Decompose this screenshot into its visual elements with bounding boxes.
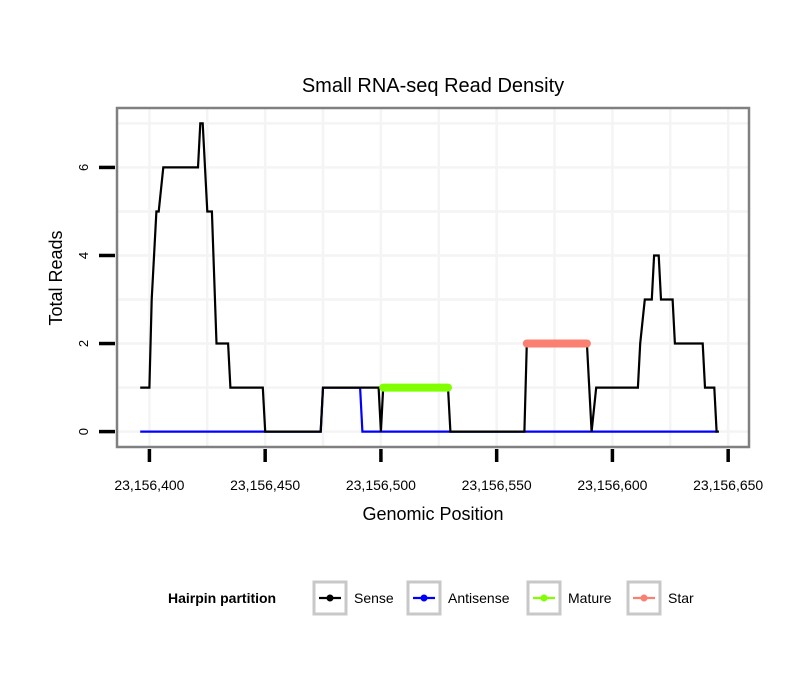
legend-key-point — [640, 594, 648, 602]
legend-item-sense: Sense — [312, 580, 394, 616]
legend-key-point — [326, 594, 334, 602]
y-tick-label: 6 — [76, 164, 91, 171]
legend-label: Sense — [354, 590, 394, 606]
x-tick-label: 23,156,650 — [693, 477, 763, 493]
legend-item-antisense: Antisense — [406, 580, 510, 616]
x-tick-label: 23,156,550 — [462, 477, 532, 493]
x-axis: 23,156,400 23,156,450 23,156,500 23,156,550… — [114, 449, 763, 493]
panel-background — [117, 108, 749, 447]
x-tick-label: 23,156,500 — [346, 477, 416, 493]
legend-item-mature: Mature — [526, 580, 612, 616]
gridlines — [117, 108, 749, 447]
x-tick-label: 23,156,400 — [114, 477, 184, 493]
legend-label: Antisense — [448, 590, 510, 606]
x-tick-label: 23,156,450 — [230, 477, 300, 493]
y-tick-label: 4 — [76, 252, 91, 259]
x-tick-label: 23,156,600 — [577, 477, 647, 493]
legend-label: Mature — [568, 590, 612, 606]
y-axis-label: Total Reads — [46, 230, 66, 325]
legend-item-star: Star — [626, 580, 694, 616]
legend-label: Star — [668, 590, 694, 606]
y-axis: 0 2 4 6 — [76, 164, 115, 435]
legend-title: Hairpin partition — [168, 590, 276, 606]
legend: Hairpin partition Sense Antisense Mature St… — [168, 580, 694, 616]
legend-entries: Sense Antisense Mature Star — [312, 580, 694, 616]
y-tick-label: 0 — [76, 428, 91, 435]
plot-panel — [115, 106, 751, 449]
y-tick-label: 2 — [76, 340, 91, 347]
legend-key-point — [540, 594, 548, 602]
panel-border — [115, 106, 751, 449]
legend-key-point — [420, 594, 428, 602]
chart-title: Small RNA-seq Read Density — [302, 75, 564, 97]
series-layer — [140, 122, 719, 433]
x-axis-label: Genomic Position — [362, 504, 503, 524]
